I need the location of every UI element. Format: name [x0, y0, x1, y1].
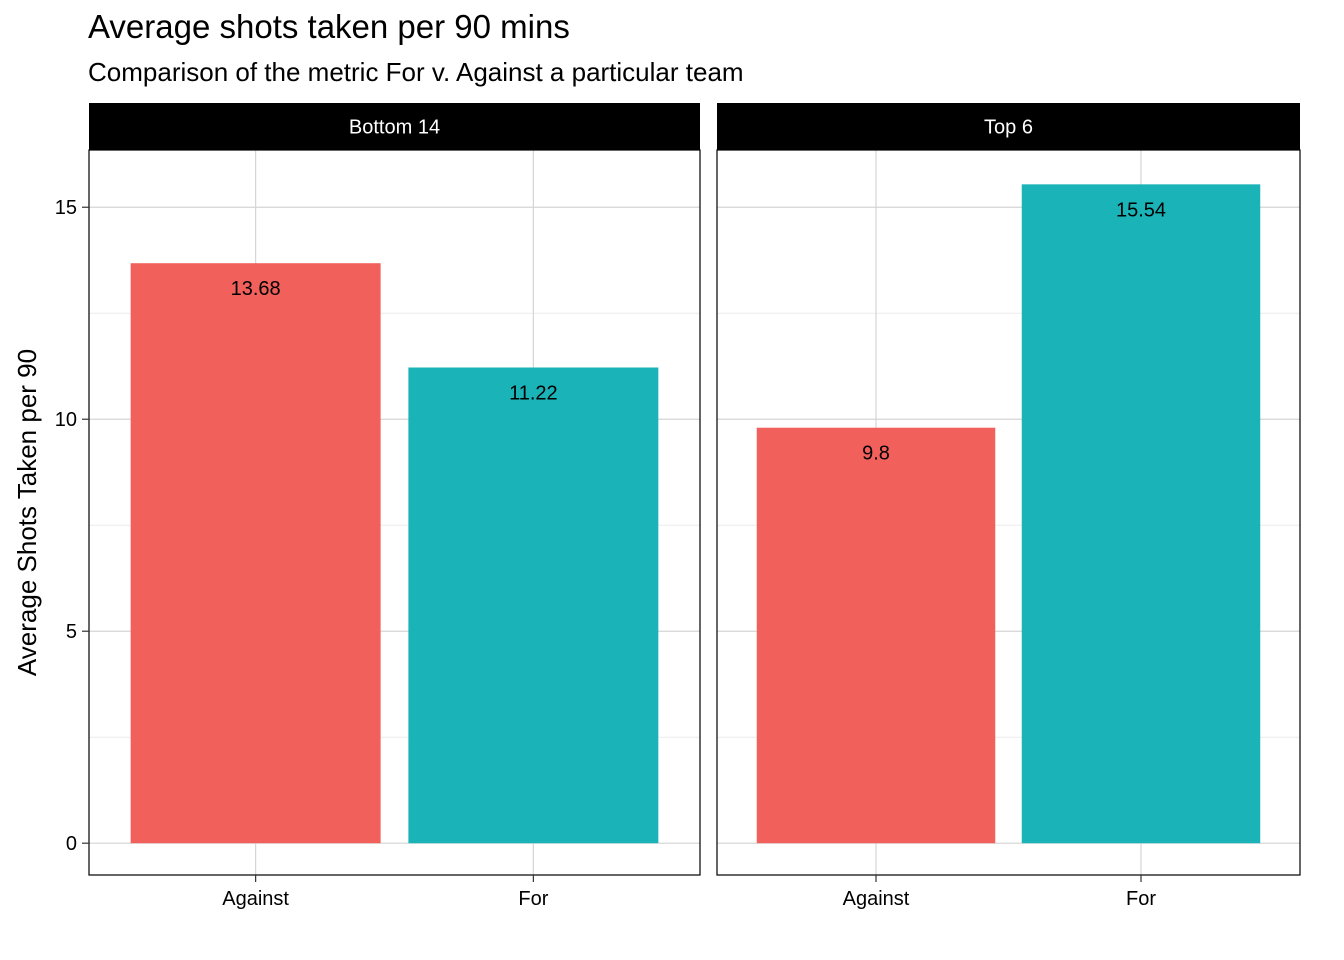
- chart-title: Average shots taken per 90 mins: [88, 8, 570, 45]
- facet-strip: [717, 103, 1300, 150]
- x-tick-label: For: [1126, 888, 1156, 910]
- y-tick-label: 10: [55, 409, 77, 431]
- facet-strip-label: Bottom 14: [349, 117, 440, 139]
- y-tick-label: 5: [66, 621, 77, 643]
- data-label: 15.54: [1116, 199, 1166, 221]
- x-tick-label: Against: [222, 888, 289, 910]
- facet-strip: [89, 103, 700, 150]
- facet-strip-label: Top 6: [984, 117, 1033, 139]
- y-axis-title: Average Shots Taken per 90: [12, 349, 42, 676]
- bar-for: [408, 367, 659, 844]
- bar-against: [130, 263, 381, 844]
- y-tick-label: 15: [55, 197, 77, 219]
- panel-border: [88, 149, 701, 876]
- y-tick-label: 0: [66, 833, 77, 855]
- chart-subtitle: Comparison of the metric For v. Against …: [88, 57, 744, 87]
- facet-panel-1: Bottom 14 13.68 11.22 Against For: [88, 103, 701, 910]
- data-label: 13.68: [231, 278, 281, 300]
- x-tick-label: For: [518, 888, 548, 910]
- bar-for: [1021, 184, 1261, 844]
- y-axis: 0 5 10 15: [55, 197, 89, 855]
- facet-panel-2: Top 6 9.8 15.54 Against For: [716, 103, 1301, 910]
- data-label: 9.8: [862, 443, 890, 465]
- bar-against: [756, 427, 996, 844]
- panel-border: [716, 149, 1301, 876]
- data-label: 11.22: [509, 383, 558, 405]
- x-tick-label: Against: [843, 888, 910, 910]
